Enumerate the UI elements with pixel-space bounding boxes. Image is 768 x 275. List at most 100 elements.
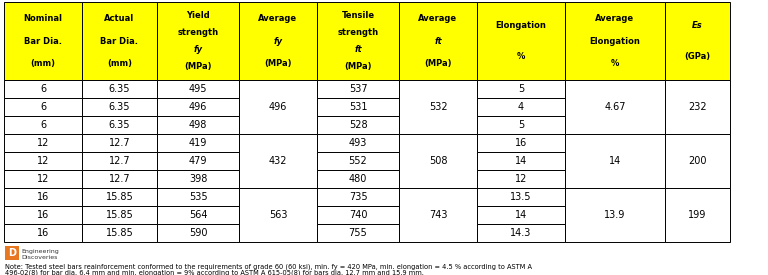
Text: 16: 16 xyxy=(515,138,527,148)
Text: 15.85: 15.85 xyxy=(106,228,134,238)
Text: 6: 6 xyxy=(40,102,46,112)
Bar xyxy=(317,188,399,206)
Text: Yield: Yield xyxy=(186,10,210,20)
Bar xyxy=(239,134,317,188)
Text: 6.35: 6.35 xyxy=(109,102,131,112)
Text: 14: 14 xyxy=(515,156,527,166)
Bar xyxy=(157,170,239,188)
Text: (MPa): (MPa) xyxy=(424,59,452,68)
Text: Es: Es xyxy=(692,21,703,30)
Text: 14: 14 xyxy=(609,156,621,166)
Bar xyxy=(565,134,665,188)
Text: 5: 5 xyxy=(518,120,524,130)
Bar xyxy=(239,80,317,134)
Text: fy: fy xyxy=(273,37,283,45)
Text: 537: 537 xyxy=(349,84,367,94)
Text: Note: Tested steel bars reainforcement conformed to the requirements of grade 60: Note: Tested steel bars reainforcement c… xyxy=(5,263,532,270)
Text: (mm): (mm) xyxy=(107,59,132,68)
Bar xyxy=(477,134,565,152)
Text: 479: 479 xyxy=(189,156,207,166)
Bar xyxy=(4,134,82,152)
Text: %: % xyxy=(517,52,525,61)
Text: 6.35: 6.35 xyxy=(109,84,131,94)
Text: Tensile: Tensile xyxy=(342,10,375,20)
Text: 14.3: 14.3 xyxy=(510,228,531,238)
Text: Actual: Actual xyxy=(104,14,134,23)
Text: 232: 232 xyxy=(688,102,707,112)
Bar xyxy=(399,2,477,80)
Bar xyxy=(82,80,157,98)
Bar xyxy=(157,80,239,98)
Bar xyxy=(82,224,157,242)
Bar xyxy=(157,98,239,116)
Bar xyxy=(157,134,239,152)
Bar xyxy=(4,2,82,80)
Bar xyxy=(399,80,477,134)
Bar xyxy=(317,134,399,152)
Bar xyxy=(82,152,157,170)
Bar xyxy=(477,116,565,134)
Text: (MPa): (MPa) xyxy=(184,62,212,72)
Bar xyxy=(317,224,399,242)
Text: 15.85: 15.85 xyxy=(106,210,134,220)
Text: fy: fy xyxy=(194,45,203,54)
Bar xyxy=(239,2,317,80)
Text: 498: 498 xyxy=(189,120,207,130)
Bar xyxy=(565,2,665,80)
Text: 4.67: 4.67 xyxy=(604,102,626,112)
Bar xyxy=(239,188,317,242)
Text: 508: 508 xyxy=(429,156,447,166)
Bar xyxy=(82,116,157,134)
Text: (GPa): (GPa) xyxy=(684,52,710,61)
Bar xyxy=(477,80,565,98)
Text: Elongation: Elongation xyxy=(590,37,641,45)
Text: 496: 496 xyxy=(189,102,207,112)
Text: 12: 12 xyxy=(515,174,527,184)
Bar xyxy=(4,98,82,116)
Bar xyxy=(157,2,239,80)
Text: D: D xyxy=(8,248,16,258)
Text: 735: 735 xyxy=(349,192,367,202)
Text: 12: 12 xyxy=(37,138,49,148)
Bar xyxy=(4,188,82,206)
Bar xyxy=(665,134,730,188)
Text: Average: Average xyxy=(419,14,458,23)
Bar xyxy=(4,206,82,224)
Bar xyxy=(477,152,565,170)
Bar xyxy=(399,134,477,188)
Bar xyxy=(317,116,399,134)
Text: Engineering
Discoveries: Engineering Discoveries xyxy=(21,249,58,260)
Bar xyxy=(82,206,157,224)
Text: 563: 563 xyxy=(269,210,287,220)
Text: 532: 532 xyxy=(429,102,447,112)
Bar xyxy=(4,80,82,98)
Text: 6.35: 6.35 xyxy=(109,120,131,130)
Text: strength: strength xyxy=(177,28,219,37)
Bar xyxy=(665,2,730,80)
Bar xyxy=(82,2,157,80)
Text: 12.7: 12.7 xyxy=(109,174,131,184)
Text: 531: 531 xyxy=(349,102,367,112)
Text: (mm): (mm) xyxy=(31,59,55,68)
Text: Nominal: Nominal xyxy=(24,14,62,23)
Bar xyxy=(399,188,477,242)
Bar xyxy=(4,116,82,134)
Bar xyxy=(5,246,19,260)
Bar xyxy=(477,224,565,242)
Text: 743: 743 xyxy=(429,210,447,220)
Bar xyxy=(157,206,239,224)
Text: 432: 432 xyxy=(269,156,287,166)
Bar xyxy=(565,80,665,134)
Bar xyxy=(157,188,239,206)
Text: 528: 528 xyxy=(349,120,367,130)
Bar xyxy=(4,170,82,188)
Bar xyxy=(82,134,157,152)
Bar xyxy=(317,206,399,224)
Text: Bar Dia.: Bar Dia. xyxy=(24,37,62,45)
Bar xyxy=(157,224,239,242)
Text: 12: 12 xyxy=(37,156,49,166)
Text: 552: 552 xyxy=(349,156,367,166)
Bar xyxy=(317,80,399,98)
Text: Elongation: Elongation xyxy=(495,21,547,30)
Bar xyxy=(82,170,157,188)
